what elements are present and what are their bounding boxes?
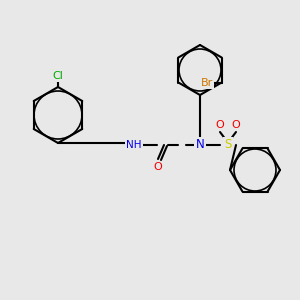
- Text: O: O: [154, 162, 162, 172]
- Text: O: O: [216, 120, 224, 130]
- Text: N: N: [196, 139, 204, 152]
- Text: NH: NH: [126, 140, 142, 150]
- Text: S: S: [224, 139, 232, 152]
- Text: Cl: Cl: [52, 71, 63, 81]
- Text: Br: Br: [200, 77, 213, 88]
- Text: O: O: [232, 120, 240, 130]
